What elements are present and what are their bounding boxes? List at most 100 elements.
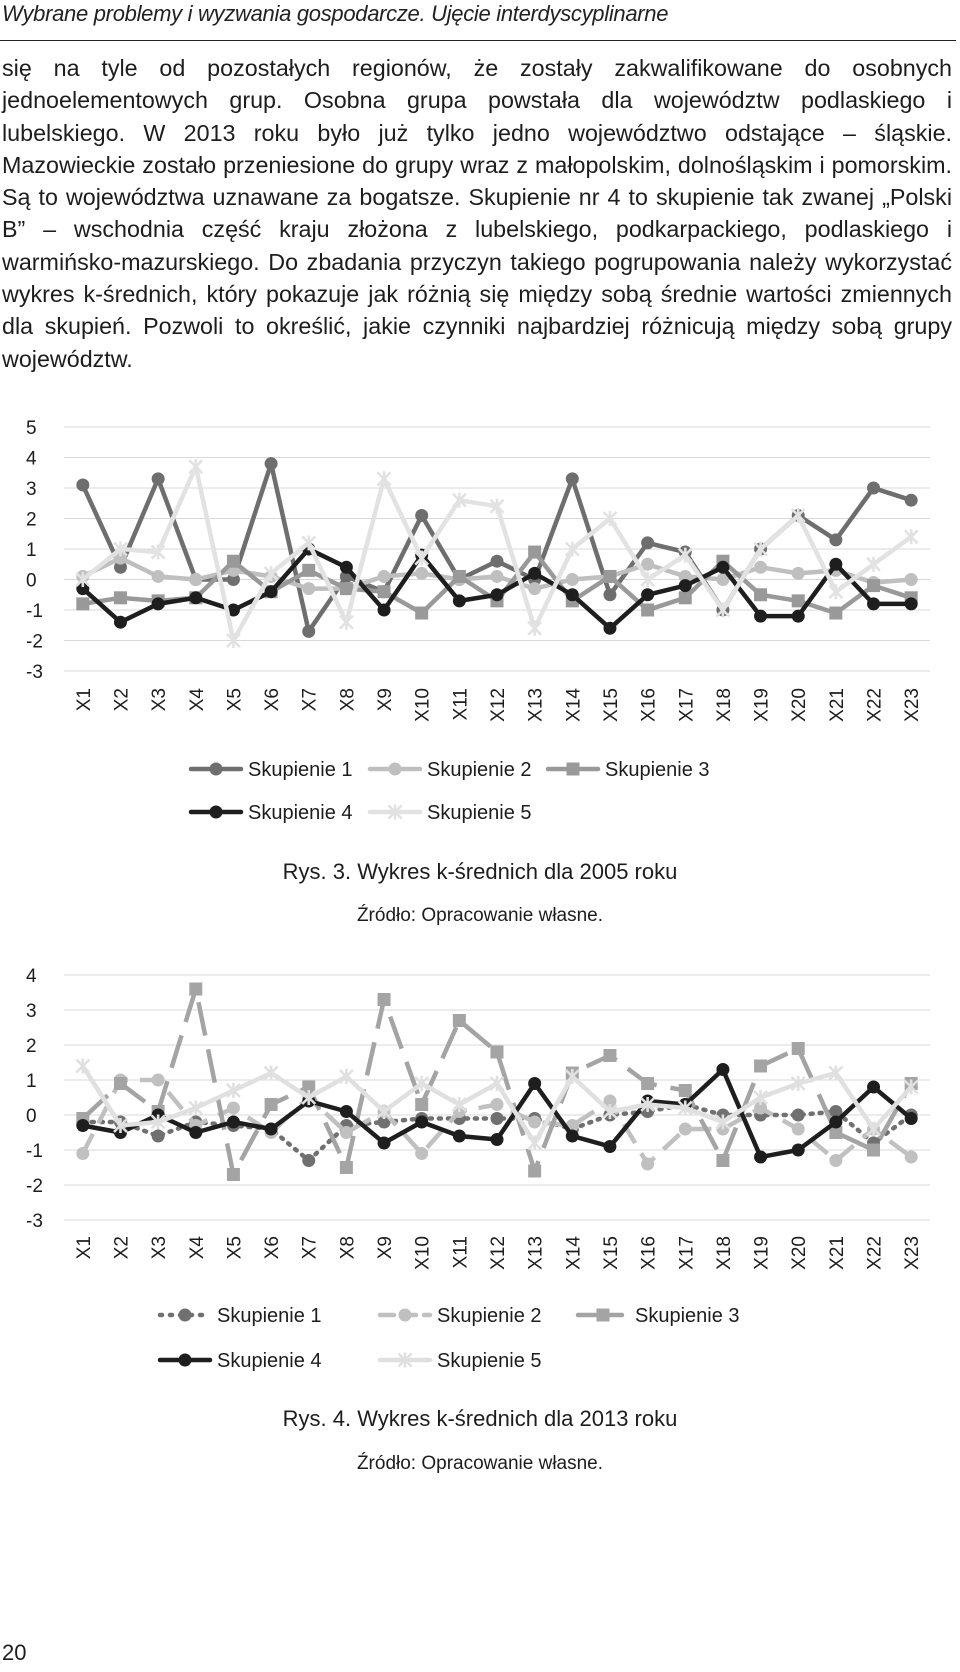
data-point (415, 1115, 429, 1129)
data-point (678, 569, 692, 583)
data-point (452, 1014, 466, 1027)
data-point (678, 579, 692, 593)
data-point (904, 1150, 918, 1164)
data-point (76, 597, 90, 611)
figure-caption-2005: Rys. 3. Wykres k-średnich dla 2005 roku (282, 859, 678, 884)
data-point (414, 550, 430, 566)
x-tick-label: X18 (714, 1236, 735, 1270)
data-point (564, 1069, 580, 1084)
data-point (791, 1143, 805, 1157)
data-point (226, 1083, 241, 1098)
y-tick-label: -2 (26, 632, 43, 653)
data-point (715, 1114, 731, 1130)
series-5 (75, 1058, 919, 1151)
data-point (790, 1076, 806, 1091)
data-point (640, 1097, 656, 1112)
legend-label: Skupienie 1 (217, 1305, 322, 1327)
data-point (828, 584, 844, 600)
y-tick-label: 1 (26, 540, 37, 561)
data-point (791, 609, 805, 623)
data-point (451, 492, 467, 508)
data-point (189, 982, 203, 996)
data-point (641, 1077, 655, 1090)
data-point (151, 472, 165, 486)
data-point (339, 1126, 353, 1139)
data-point (641, 536, 655, 550)
series-1 (76, 457, 918, 638)
data-point (264, 1098, 278, 1111)
data-point (904, 597, 918, 611)
data-point (753, 1090, 768, 1105)
data-point (791, 1042, 805, 1055)
data-point (641, 1157, 655, 1171)
legend-marker (178, 1353, 192, 1367)
data-point (490, 588, 504, 602)
data-point (565, 573, 579, 586)
data-point (565, 588, 579, 602)
data-point (490, 569, 504, 583)
data-point (790, 507, 806, 523)
x-tick-label: X9 (375, 1236, 396, 1259)
data-point (415, 566, 429, 580)
legend-label: Skupienie 3 (635, 1305, 740, 1327)
data-point (263, 1065, 279, 1081)
chart-legend: Skupienie 1 Skupienie 2 Skupienie 3 Skupien… (157, 1305, 740, 1372)
legend-label: Skupienie 5 (437, 1350, 542, 1372)
data-point (151, 569, 165, 583)
x-tick-label: X16 (639, 1236, 660, 1270)
data-point (226, 573, 240, 586)
legend-marker (209, 805, 223, 819)
legend-marker (178, 1308, 192, 1322)
data-point (829, 533, 843, 547)
data-point (301, 535, 317, 551)
x-tick-label: X6 (262, 688, 283, 711)
data-point (415, 508, 429, 522)
data-point (377, 1136, 391, 1150)
data-point (339, 560, 353, 574)
x-tick-label: X4 (187, 1236, 208, 1260)
data-point (754, 1150, 768, 1164)
data-point (565, 472, 579, 486)
data-point (76, 478, 90, 492)
data-point (489, 498, 505, 514)
data-point (716, 1154, 730, 1167)
data-point (641, 603, 655, 617)
chart-grid (64, 974, 930, 1221)
data-point (264, 457, 278, 471)
data-point (151, 1129, 165, 1143)
x-tick-label: X22 (865, 1236, 886, 1270)
data-point (189, 591, 203, 605)
data-point (113, 615, 127, 629)
y-tick-label: -3 (26, 662, 43, 683)
data-point (791, 566, 805, 580)
legend-label: Skupienie 4 (248, 802, 353, 824)
data-point (376, 1104, 392, 1119)
x-tick-label: X12 (488, 688, 509, 722)
data-point (452, 594, 466, 608)
x-tick-label: X11 (450, 1236, 471, 1268)
x-tick-label: X14 (563, 688, 584, 722)
data-point (528, 1115, 542, 1129)
x-tick-label: X7 (300, 688, 321, 711)
data-point (903, 1079, 919, 1095)
data-point (867, 597, 881, 611)
data-point (415, 1098, 429, 1111)
data-point (716, 573, 730, 586)
data-point (452, 1129, 466, 1143)
data-point (603, 1094, 617, 1108)
y-tick-label: 0 (26, 1106, 37, 1127)
x-tick-label: X17 (676, 688, 697, 722)
data-point (113, 551, 127, 565)
data-point (150, 544, 166, 560)
y-tick-label: 4 (26, 966, 37, 987)
data-point (677, 1100, 693, 1116)
y-tick-label: 2 (26, 510, 37, 531)
data-point (301, 1090, 317, 1105)
data-point (903, 529, 919, 545)
data-point (113, 591, 127, 605)
running-head-title: Wybrane problemy i wyzwania gospodarcze.… (2, 1, 669, 26)
data-point (829, 1105, 843, 1118)
data-point (226, 633, 241, 648)
legend-label: Skupienie 3 (605, 759, 710, 781)
page-number: 20 (2, 1640, 27, 1665)
